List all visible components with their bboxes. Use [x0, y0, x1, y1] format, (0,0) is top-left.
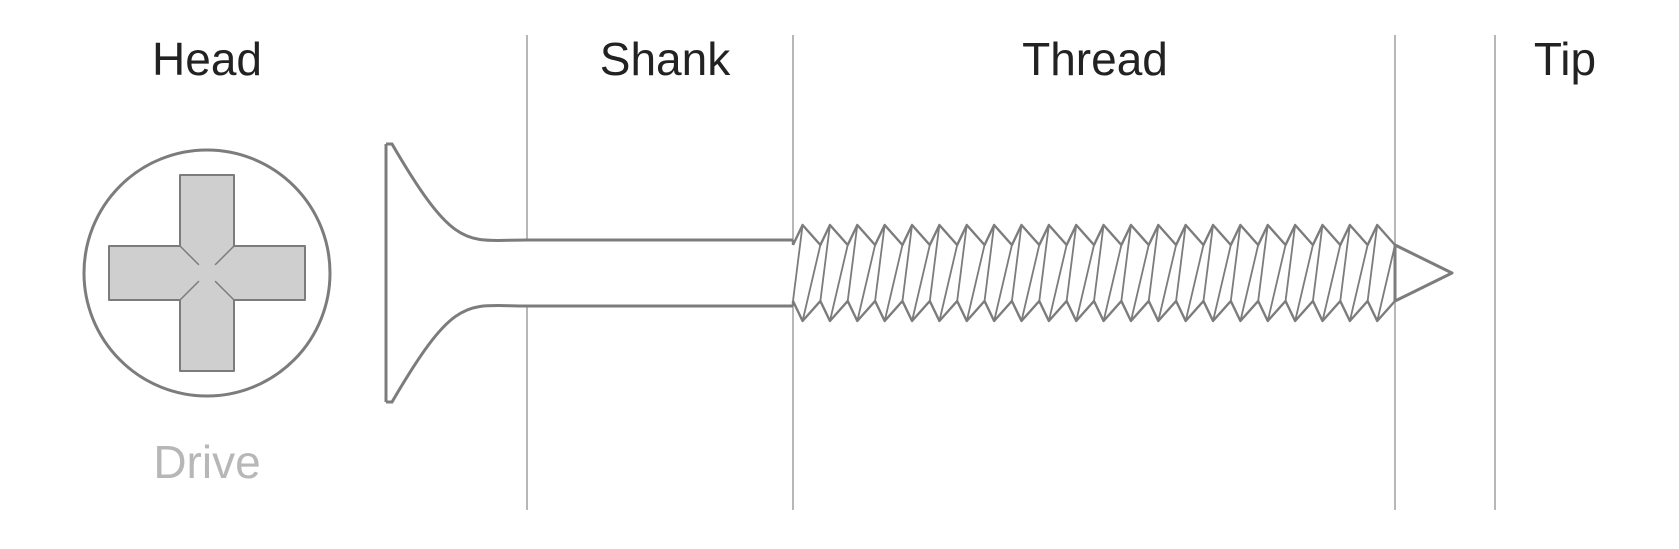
label-drive: Drive [153, 436, 260, 488]
screw-head-fill [386, 144, 527, 402]
screw-shank-fill [525, 240, 795, 306]
label-thread: Thread [1022, 33, 1168, 85]
screw-tip [1395, 245, 1452, 301]
label-shank: Shank [600, 33, 731, 85]
label-tip: Tip [1534, 33, 1596, 85]
screw-anatomy-diagram: Head Shank Thread Tip Drive [0, 0, 1679, 549]
label-head: Head [152, 33, 262, 85]
